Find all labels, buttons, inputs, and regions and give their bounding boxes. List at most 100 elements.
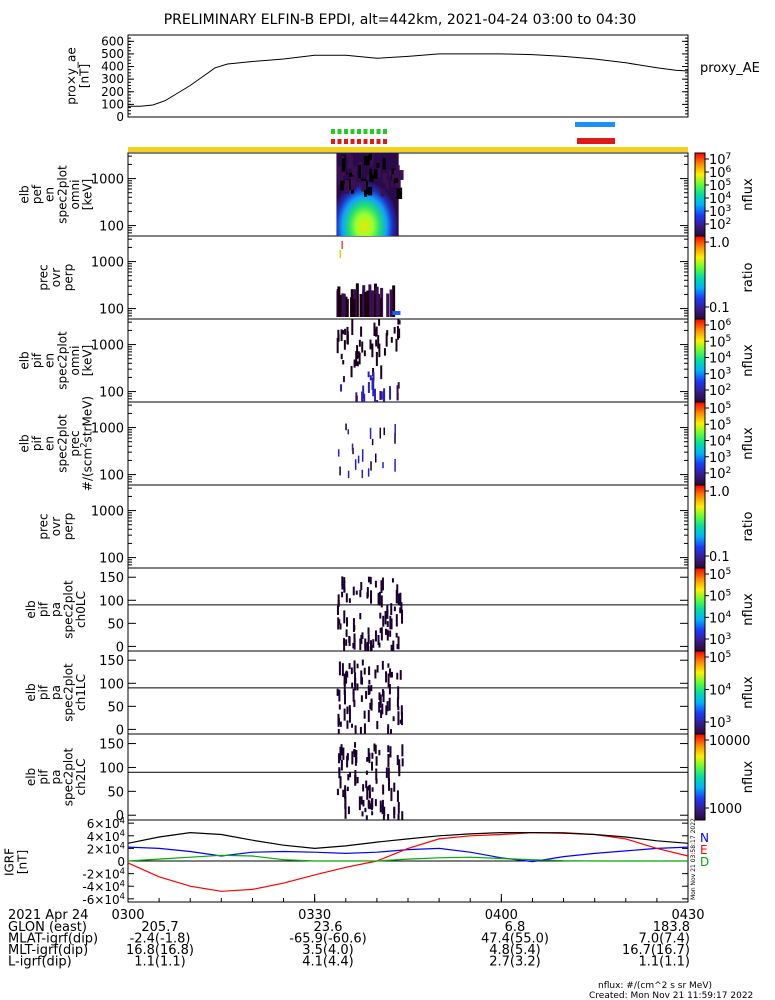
pa-speckle (397, 636, 400, 650)
colorbar-tick-label-exp: 4 (726, 433, 732, 443)
ratio-mark (350, 289, 354, 317)
pa-speckle (380, 580, 383, 594)
igrf-legend-D: D (700, 855, 709, 869)
panel-data (336, 659, 403, 734)
pef-speckle (348, 172, 353, 177)
pif-omni-speckle (376, 400, 379, 402)
pa-speckle (396, 755, 399, 766)
panel-ylabel-line: spec2plot (55, 165, 69, 224)
panel-ytick-label: 100 (99, 761, 124, 776)
pa-speckle (391, 578, 394, 583)
pa-speckle (389, 746, 392, 758)
pa-speckle (337, 718, 340, 726)
colorbar (694, 401, 706, 486)
panel-ylabel-text: elb (18, 185, 32, 203)
colorbar-tick-label-exp: 4 (726, 610, 732, 620)
colorbar-tick-label: 0.1 (709, 550, 730, 565)
ephem-value: 2.7(3.2) (489, 955, 541, 970)
panel-ylabel-line: pif (36, 601, 50, 617)
pa-speckle (338, 704, 341, 710)
red-dot (350, 139, 355, 144)
pa-speckle (370, 685, 373, 692)
pa-speckle (381, 703, 384, 715)
pif-omni-speckle (337, 329, 340, 338)
ratio-mark (371, 293, 375, 317)
pif-omni-speckle (383, 388, 386, 402)
pa-speckle (380, 709, 383, 718)
colorbar-tick-label-exp: 4 (726, 682, 732, 692)
igrf-ytick-label: -2×104 (82, 866, 125, 882)
time-tick-label: 0330 (298, 908, 331, 923)
igrf-yticks: -6×104 -4×104 -2×104 02×104 4×104 6×104 (82, 815, 688, 907)
time-axis: 0300 0330 0400 0430 2021 Apr 24 (8, 894, 705, 923)
colorbar-tick-label-exp: 7 (726, 152, 732, 162)
pa-speckle (365, 770, 368, 775)
pa-speckle (367, 576, 370, 583)
pa-speckle (349, 772, 352, 778)
pa-speckle (351, 751, 354, 765)
pa-speckle (388, 778, 391, 791)
pa-speckle (345, 593, 348, 603)
pa-speckle (388, 697, 391, 711)
panel-ylabel-line: pa (49, 602, 63, 617)
pa-speckle (398, 764, 401, 777)
colorbar-tick-label: 103 (709, 450, 732, 466)
pa-speckle (341, 591, 344, 598)
pa-speckle (390, 671, 393, 678)
pif-omni-speckle (397, 382, 400, 389)
colorbar-label-wrap: nflux (741, 593, 756, 626)
panel-ylabel-line: elb (24, 600, 38, 618)
date-label: 2021 Apr 24 (8, 908, 88, 923)
panel-ylabel-line: pif (30, 435, 44, 451)
panel-ylabel-line: ovr (49, 268, 63, 287)
pif-omni-speckle (380, 391, 383, 400)
ratio-mark (344, 296, 348, 317)
pa-speckle (345, 629, 348, 637)
pif-omni-speckle (362, 385, 365, 399)
pa-speckle (387, 813, 390, 820)
igrf-ytick-label-exp: 4 (120, 866, 125, 876)
pa-speckle (377, 592, 380, 605)
panel-ylabel-line: spec2plot (62, 663, 76, 722)
panel-ylabel-text: pif (30, 352, 44, 368)
pa-speckle (387, 724, 390, 730)
colorbar-tick-label: 102 (709, 466, 731, 482)
figure-title: PRELIMINARY ELFIN-B EPDI, alt=442km, 202… (164, 12, 637, 28)
pa-speckle (371, 761, 374, 771)
pa-speckle (387, 753, 390, 768)
colorbar-label: ratio (741, 262, 756, 292)
colorbar-tick-label-exp: 5 (726, 401, 732, 411)
colorbar-label-wrap: nflux (741, 344, 756, 377)
pa-speckle (385, 671, 388, 683)
pa-speckle (370, 590, 373, 604)
panel-data (336, 319, 401, 402)
ratio-mark (342, 293, 346, 317)
panel-ylabel-text: pif (36, 684, 50, 700)
igrf-ytick-label-exp: 4 (120, 878, 125, 888)
panel-ylabel-line: elb (24, 768, 38, 786)
colorbar-label: nflux (741, 593, 756, 626)
pa-speckle (348, 705, 351, 712)
panel-ylabel-line: pa (49, 685, 63, 700)
panel-ylabel-text: spec2plot (62, 747, 76, 806)
pif-prec-speckle (371, 438, 374, 446)
pa-speckle (396, 697, 399, 708)
pa-speckle (368, 686, 371, 695)
panel-ylabel-text: elb (24, 768, 38, 786)
panel-ylabel-line: [keV] (81, 179, 95, 210)
panel-ylabel-text: pa (49, 770, 63, 785)
pa-speckle (343, 690, 346, 695)
panel-ylabel-line: en (43, 353, 57, 368)
ephem-value: 7.0(7.4) (639, 932, 691, 947)
pa-speckle (346, 720, 349, 729)
panel-ytick-label: 1000 (91, 173, 124, 188)
pif-omni-speckle (389, 386, 392, 400)
pa-speckle (392, 640, 395, 651)
panel-frame (127, 650, 689, 735)
panel-ylabel-text: spec2plot (62, 663, 76, 722)
pa-speckle (399, 592, 402, 606)
proxy-ae-line (128, 53, 689, 107)
pa-speckle (353, 638, 356, 650)
colorbar-tick-label: 104 (709, 433, 732, 449)
